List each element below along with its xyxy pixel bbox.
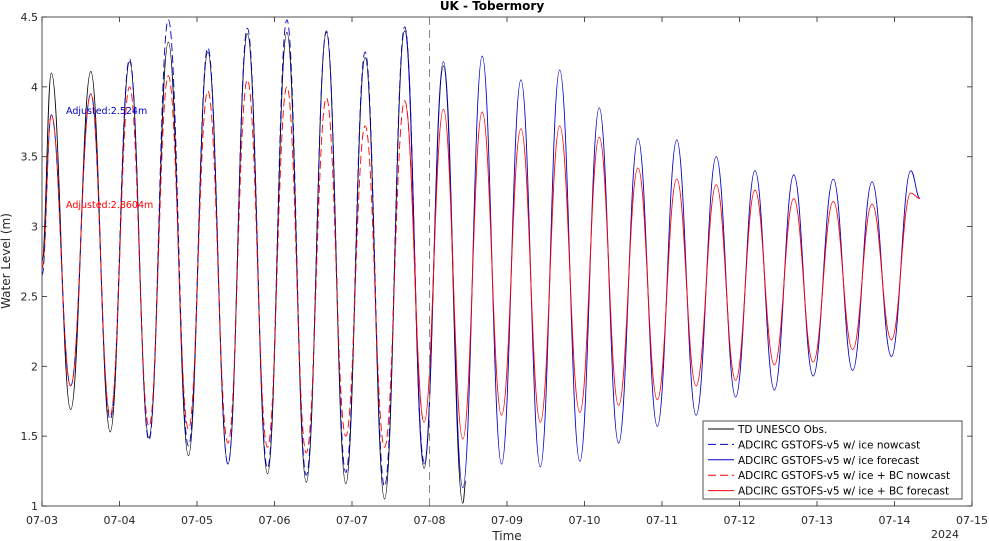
legend-label: ADCIRC GSTOFS-v5 w/ ice + BC nowcast xyxy=(738,470,950,482)
y-tick-label: 1.5 xyxy=(21,430,39,443)
series-line-2 xyxy=(41,19,425,487)
series-line-3 xyxy=(404,26,921,489)
x-tick-label: 07-11 xyxy=(646,514,678,527)
legend-label: ADCIRC GSTOFS-v5 w/ ice nowcast xyxy=(738,439,920,451)
y-tick-label: 3.5 xyxy=(21,151,39,164)
legend-box xyxy=(702,420,963,500)
x-axis-label: Time xyxy=(491,529,521,541)
x-tick-label: 07-06 xyxy=(259,514,291,527)
series-layer xyxy=(41,19,921,504)
chart-title: UK - Tobermory xyxy=(440,0,545,13)
x-tick-label: 07-07 xyxy=(336,514,368,527)
x-tick-label: 07-05 xyxy=(181,514,213,527)
y-tick-label: 4.5 xyxy=(21,11,39,24)
x-tick-label: 07-03 xyxy=(26,514,58,527)
x-tick-label: 07-15 xyxy=(956,514,988,527)
y-axis-label: Water Level (m) xyxy=(0,213,13,309)
x-tick-label: 07-12 xyxy=(724,514,756,527)
year-label: 2024 xyxy=(931,528,959,541)
x-tick-label: 07-09 xyxy=(491,514,523,527)
y-tick-label: 3 xyxy=(31,221,38,234)
y-tick-label: 1 xyxy=(31,500,38,513)
x-tick-label: 07-04 xyxy=(104,514,136,527)
series-line-4 xyxy=(41,75,425,454)
x-tick-label: 07-14 xyxy=(879,514,911,527)
y-tick-label: 2 xyxy=(31,360,38,373)
annotation-adjusted-blue: Adjusted:2.524m xyxy=(66,106,147,117)
y-tick-label: 4 xyxy=(31,81,38,94)
annotation-adjusted-red: Adjusted:2.8604m xyxy=(66,200,153,211)
legend-label: ADCIRC GSTOFS-v5 w/ ice forecast xyxy=(738,455,919,467)
x-tick-label: 07-13 xyxy=(801,514,833,527)
series-line-5 xyxy=(404,100,921,440)
x-tick-label: 07-08 xyxy=(414,514,446,527)
y-tick-label: 2.5 xyxy=(21,290,39,303)
plot-area-frame xyxy=(41,16,973,507)
legend-label: ADCIRC GSTOFS-v5 w/ ice + BC forecast xyxy=(738,486,949,498)
legend-label: TD UNESCO Obs. xyxy=(737,424,827,436)
ticks-layer: 07-03 07-04 07-05 07-06 07-07 07-08 07-09 07-10… xyxy=(21,11,988,527)
x-tick-label: 07-10 xyxy=(569,514,601,527)
legend: TD UNESCO Obs. ADCIRC GSTOFS-v5 w/ ice no… xyxy=(702,420,963,500)
